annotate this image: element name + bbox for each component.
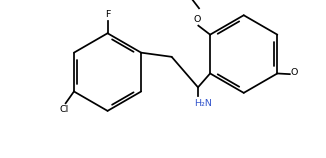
Text: H₂N: H₂N [194,99,212,108]
Text: Cl: Cl [60,105,69,114]
Text: O: O [290,68,298,77]
Text: O: O [194,15,201,24]
Text: F: F [105,10,110,19]
